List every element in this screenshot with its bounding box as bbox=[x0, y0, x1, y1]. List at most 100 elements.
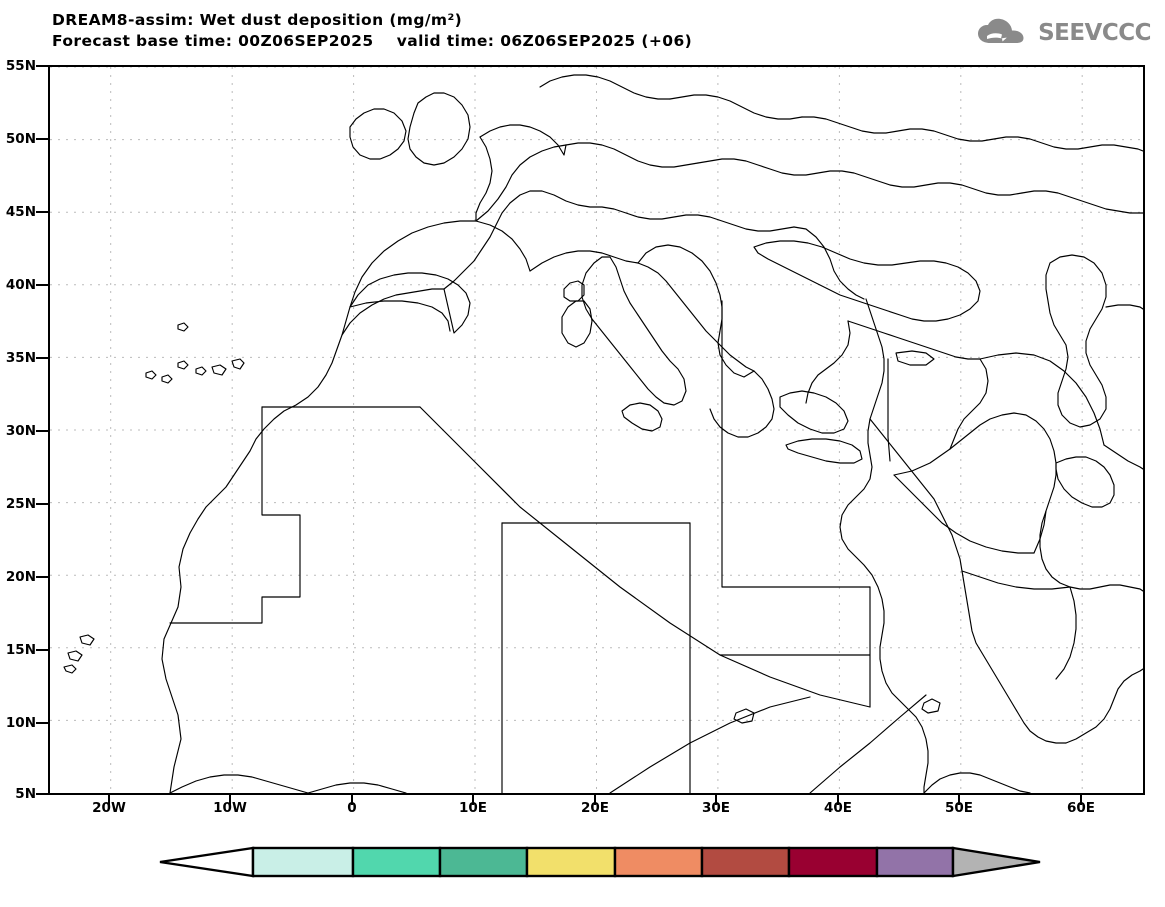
lake-tana bbox=[921, 698, 941, 714]
border-lebanon-israel bbox=[887, 358, 891, 462]
coast-corsica bbox=[563, 280, 585, 302]
ytick-label-55n: 55N bbox=[5, 58, 36, 74]
border-saudi-iraq bbox=[893, 474, 1035, 554]
coast-libya-egypt bbox=[793, 226, 865, 300]
border-cameroon-chad bbox=[609, 696, 811, 793]
coast-north-africa-med bbox=[443, 190, 795, 290]
coast-turkey-west bbox=[805, 320, 851, 404]
border-algeria-mali-niger bbox=[419, 406, 871, 708]
xtick-label-10w: 10W bbox=[213, 800, 247, 816]
coast-baltic bbox=[669, 94, 803, 120]
coast-gulf-guinea bbox=[307, 782, 407, 793]
xtick-mark-30e bbox=[715, 795, 717, 805]
coast-uae-oman bbox=[1055, 456, 1115, 508]
coast-sardinia bbox=[561, 300, 593, 348]
ytick-label-45n: 45N bbox=[5, 204, 36, 220]
xtick-mark-20e bbox=[594, 795, 596, 805]
ytick-mark-5n bbox=[36, 793, 48, 795]
border-alps bbox=[529, 250, 639, 272]
colorbar-band-100-500 bbox=[700, 846, 791, 878]
map-plot-area[interactable] bbox=[48, 65, 1145, 795]
cloud-swoosh bbox=[987, 33, 1008, 42]
colorbar-band-2-5 bbox=[351, 846, 442, 878]
coast-aegean-islands bbox=[779, 390, 849, 434]
coast-red-sea-west bbox=[839, 298, 929, 793]
border-wsahara-mauritania bbox=[169, 406, 301, 624]
border-saudi-yemen-oman bbox=[961, 570, 1071, 590]
coast-iberia bbox=[341, 272, 471, 336]
ytick-mark-10n bbox=[36, 722, 48, 724]
border-oman-yemen bbox=[1055, 586, 1077, 680]
xtick-label-0: 0 bbox=[347, 800, 357, 816]
coast-russia-north bbox=[801, 116, 1143, 152]
ytick-label-30n: 30N bbox=[5, 423, 36, 439]
colorbar-band-10-50 bbox=[525, 846, 617, 878]
ytick-label-35n: 35N bbox=[5, 350, 36, 366]
gridlines bbox=[50, 67, 1143, 793]
cloud-shape bbox=[978, 18, 1024, 43]
coastlines-and-borders bbox=[63, 74, 1143, 793]
xtick-label-60e: 60E bbox=[1066, 800, 1096, 816]
coast-netherlands-denmark bbox=[479, 124, 567, 156]
border-east-europe-north bbox=[697, 158, 1023, 196]
colorbar-under-arrow bbox=[159, 846, 255, 878]
xtick-label-10e: 10E bbox=[458, 800, 488, 816]
ytick-mark-15n bbox=[36, 649, 48, 651]
border-turkey-iran-caucasus bbox=[979, 352, 1105, 446]
ytick-label-25n: 25N bbox=[5, 496, 36, 512]
colorbar-band-1000-1500 bbox=[875, 846, 955, 878]
xtick-label-20e: 20E bbox=[580, 800, 610, 816]
xtick-mark-20w bbox=[108, 795, 110, 805]
coast-black-sea bbox=[753, 240, 981, 322]
border-northern-europe bbox=[565, 142, 699, 168]
border-saudi-kuwait bbox=[1033, 510, 1047, 554]
ytick-label-10n: 10N bbox=[5, 715, 36, 731]
border-caspian-east bbox=[1105, 304, 1143, 310]
border-spain-portugal-approx bbox=[349, 300, 451, 332]
seevccc-logo: SEEVCCC bbox=[976, 16, 1151, 50]
colorbar-band-0p5-2 bbox=[251, 846, 355, 878]
xtick-mark-10e bbox=[472, 795, 474, 805]
coast-crete bbox=[785, 438, 863, 464]
ytick-mark-40n bbox=[36, 284, 48, 286]
xtick-label-50e: 50E bbox=[944, 800, 974, 816]
coast-greece bbox=[709, 370, 775, 438]
coast-belgium-france-north bbox=[475, 136, 493, 222]
lake-chad bbox=[733, 708, 755, 724]
coast-britain bbox=[407, 92, 471, 166]
ytick-mark-50n bbox=[36, 138, 48, 140]
coast-turkey-south bbox=[847, 320, 981, 360]
logo-text: SEEVCCC bbox=[1038, 20, 1151, 46]
colorbar-legend[interactable]: 0.5 2 5 10 50 100 500 1000 1500 bbox=[0, 846, 1165, 904]
xtick-mark-40e bbox=[837, 795, 839, 805]
border-iran-east bbox=[1103, 444, 1143, 470]
cloud-icon bbox=[978, 18, 1024, 43]
coast-arabia-south bbox=[1065, 668, 1143, 744]
ytick-mark-55n bbox=[36, 65, 48, 67]
xtick-mark-50e bbox=[958, 795, 960, 805]
xtick-label-40e: 40E bbox=[823, 800, 853, 816]
ytick-mark-20n bbox=[36, 576, 48, 578]
xtick-mark-0 bbox=[351, 795, 353, 805]
border-russia-kazakh bbox=[1021, 190, 1143, 214]
colorbar-band-500-1000 bbox=[787, 846, 879, 878]
ytick-mark-45n bbox=[36, 211, 48, 213]
colorbar-band-50-100 bbox=[613, 846, 704, 878]
forecast-time-subtitle: Forecast base time: 00Z06SEP2025 valid t… bbox=[52, 32, 693, 50]
colorbar-band-5-10 bbox=[438, 846, 529, 878]
coast-italy bbox=[581, 256, 687, 406]
ytick-label-50n: 50N bbox=[5, 131, 36, 147]
border-sudan-ethiopia bbox=[809, 694, 927, 793]
ytick-mark-30n bbox=[36, 430, 48, 432]
border-turkey-syria bbox=[949, 358, 989, 450]
coast-sicily bbox=[621, 402, 663, 432]
coast-nw-africa bbox=[161, 288, 445, 793]
coast-arabia-west bbox=[869, 418, 1067, 744]
colorbar-swatches bbox=[159, 846, 1041, 878]
ytick-label-5n: 5N bbox=[15, 786, 36, 802]
border-france-germany bbox=[475, 144, 567, 222]
xtick-mark-60e bbox=[1080, 795, 1082, 805]
ytick-mark-35n bbox=[36, 357, 48, 359]
ytick-label-20n: 20N bbox=[5, 569, 36, 585]
